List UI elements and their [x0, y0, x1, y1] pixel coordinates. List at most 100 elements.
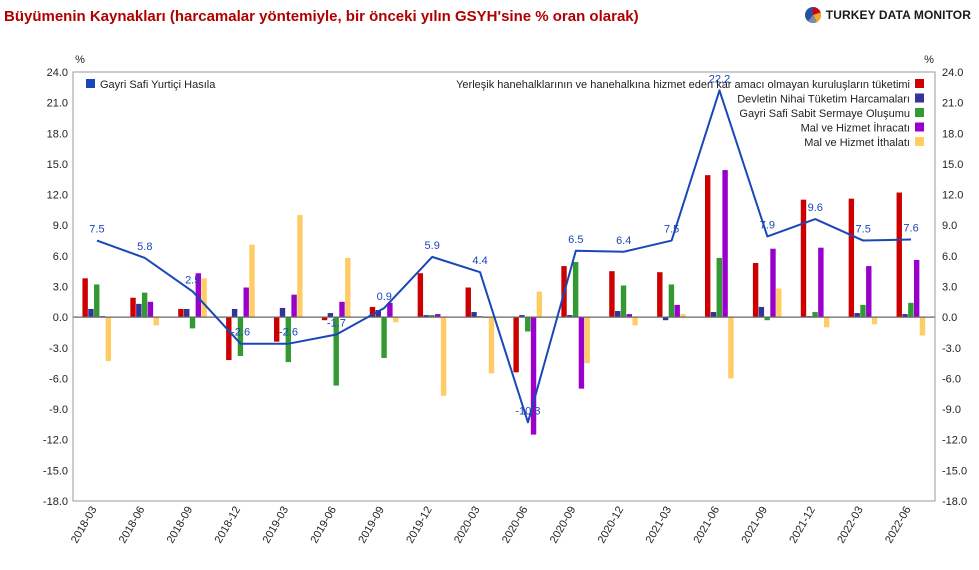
- bar: [530, 317, 537, 435]
- x-tick-label: 2020-03: [452, 505, 483, 546]
- bar: [136, 303, 142, 318]
- bar: [201, 278, 207, 318]
- bar: [525, 317, 531, 332]
- x-tick-label: 2019-03: [261, 505, 292, 546]
- bar: [226, 317, 232, 361]
- bar: [392, 317, 399, 323]
- bar: [147, 301, 154, 318]
- pie-logo-icon: [804, 7, 821, 24]
- bar: [823, 317, 830, 328]
- bar: [88, 308, 94, 318]
- y-tick-label-right: 6.0: [942, 251, 957, 263]
- bar: [710, 312, 717, 318]
- bar: [471, 312, 477, 318]
- bar: [249, 244, 255, 318]
- y-tick-label-left: -6.0: [49, 373, 68, 385]
- y-tick-label-right: 9.0: [942, 220, 957, 232]
- bar: [626, 314, 633, 318]
- bar: [668, 284, 675, 318]
- x-tick-label: 2019-09: [356, 505, 387, 546]
- bar: [764, 317, 770, 321]
- bar: [674, 304, 680, 318]
- x-tick-label: 2019-12: [404, 505, 435, 546]
- y-tick-label-right: -9.0: [942, 404, 961, 416]
- gdp-data-label: 6.5: [568, 234, 583, 246]
- y-tick-label-right: -12.0: [942, 435, 967, 447]
- legend-label: Mal ve Hizmet İhracatı: [801, 122, 910, 135]
- bar: [178, 308, 184, 318]
- y-tick-label-left: 9.0: [53, 220, 68, 232]
- unit-left-label: %: [75, 54, 85, 66]
- x-tick-label: 2020-12: [596, 505, 627, 546]
- y-tick-label-right: 24.0: [942, 67, 963, 79]
- bar: [913, 259, 920, 318]
- x-tick-label: 2021-09: [739, 505, 770, 546]
- bar: [800, 199, 807, 318]
- bars-layer: [82, 170, 926, 435]
- bar: [105, 317, 112, 362]
- gdp-data-label: 22.2: [709, 73, 730, 85]
- y-tick-label-right: -15.0: [942, 465, 967, 477]
- bar: [381, 317, 387, 358]
- brand-name: TURKEY DATA MONITOR: [825, 8, 971, 22]
- legend-swatch: [915, 108, 924, 117]
- y-tick-label-right: 12.0: [942, 190, 963, 202]
- legend-label: Yerleşik hanehalklarının ve hanehalkına …: [456, 79, 910, 91]
- bar: [567, 315, 573, 318]
- y-tick-label-right: 3.0: [942, 282, 957, 294]
- y-tick-label-left: 3.0: [53, 282, 68, 294]
- bar: [722, 170, 728, 318]
- bar: [297, 215, 303, 318]
- gdp-data-label: 7.5: [89, 224, 104, 236]
- bar: [919, 317, 926, 336]
- bar: [94, 284, 100, 318]
- bar: [818, 247, 824, 318]
- y-tick-label-right: -18.0: [942, 496, 967, 508]
- chart-title: Büyümenin Kaynakları (harcamalar yöntemi…: [4, 8, 639, 25]
- gdp-data-label: 6.4: [616, 235, 631, 247]
- gdp-data-label: -2.6: [279, 327, 298, 339]
- bar: [141, 292, 148, 318]
- bar: [758, 306, 765, 318]
- bar: [776, 288, 782, 318]
- bar: [440, 317, 447, 396]
- legend-swatch: [915, 79, 924, 88]
- bar: [519, 315, 525, 318]
- bar: [387, 302, 393, 318]
- bar: [536, 291, 543, 318]
- bar: [871, 317, 878, 325]
- bar: [902, 314, 908, 318]
- bar: [812, 312, 818, 318]
- bar: [908, 302, 914, 318]
- x-tick-label: 2022-03: [835, 505, 866, 546]
- bar: [716, 257, 722, 318]
- y-tick-label-left: -18.0: [43, 496, 68, 508]
- bar: [333, 317, 339, 386]
- gdp-data-label: -1.7: [327, 318, 346, 330]
- legend-swatch: [915, 137, 924, 146]
- bar: [615, 311, 621, 318]
- x-tick-label: 2019-06: [308, 505, 339, 546]
- unit-right-label: %: [924, 54, 934, 66]
- legend-swatch: [915, 122, 924, 132]
- y-tick-label-right: 21.0: [942, 98, 963, 110]
- bar: [429, 315, 435, 318]
- bar: [321, 317, 328, 321]
- legend: Gayri Safi Yurtiçi Hasıla Yerleşik haneha…: [86, 79, 924, 149]
- brand-logo: TURKEY DATA MONITOR: [804, 6, 971, 24]
- bar: [327, 313, 334, 318]
- y-tick-label-left: 6.0: [53, 251, 68, 263]
- x-tick-label: 2020-06: [500, 505, 531, 546]
- bar: [339, 301, 345, 318]
- x-tick-label: 2021-12: [787, 505, 818, 546]
- y-tick-label-right: 0.0: [942, 312, 957, 324]
- gdp-data-label: 4.4: [472, 255, 487, 267]
- y-tick-label-right: 15.0: [942, 159, 963, 171]
- bar: [237, 317, 244, 356]
- y-tick-label-left: 15.0: [47, 159, 68, 171]
- y-tick-label-right: 18.0: [942, 128, 963, 140]
- x-tick-label: 2021-03: [644, 505, 675, 546]
- bar: [728, 317, 734, 379]
- gdp-data-label: 5.8: [137, 241, 152, 253]
- bar: [513, 317, 519, 373]
